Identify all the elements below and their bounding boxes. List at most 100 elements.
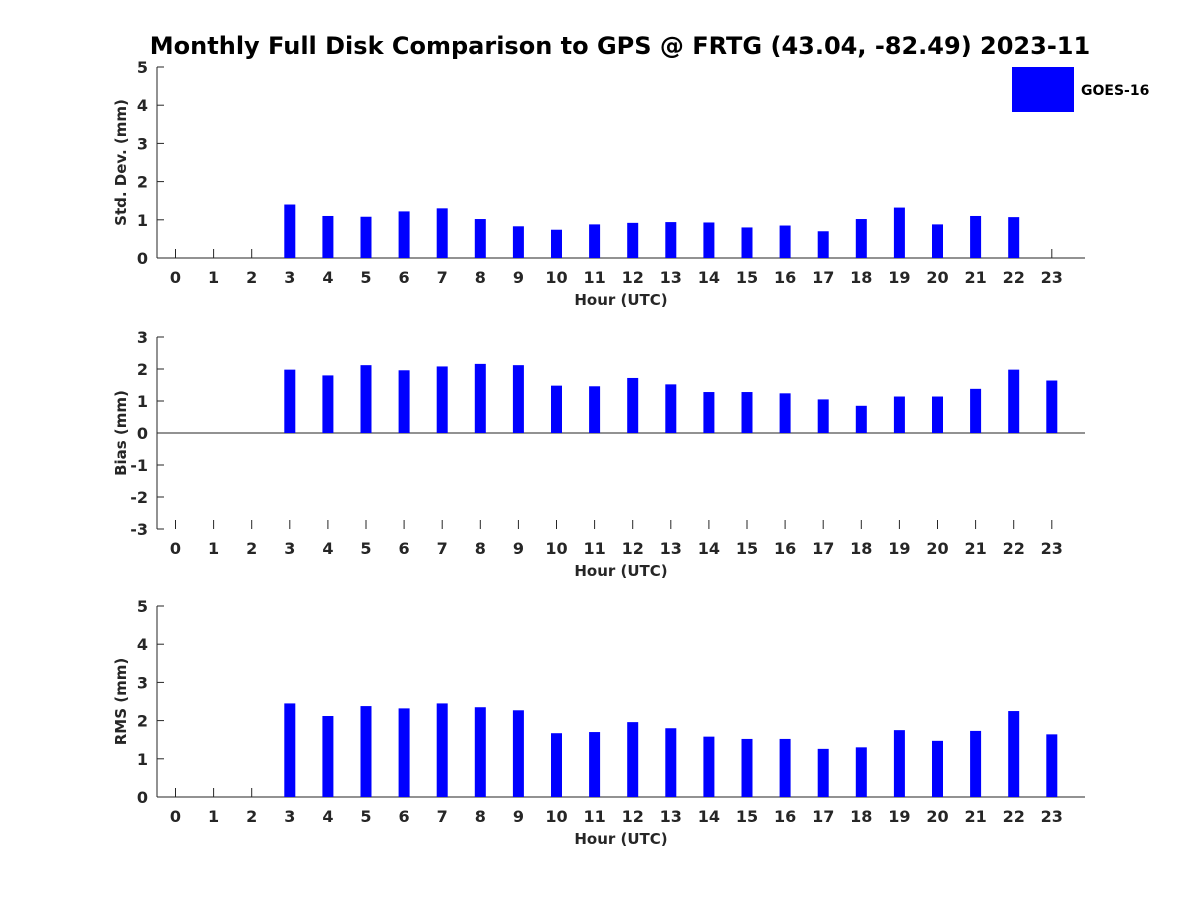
std-dev-x-tick-label: 23 [1041, 268, 1063, 287]
bias-bar-hour-13 [665, 384, 677, 433]
bias-y-tick-label: 0 [137, 424, 148, 443]
bias-bar-hour-10 [551, 385, 562, 433]
std-dev-y-tick-label: 3 [137, 134, 148, 153]
bias-y-tick-label: -1 [130, 456, 148, 475]
std-dev-y-tick-label: 4 [137, 96, 148, 115]
rms-bar-hour-6 [398, 708, 410, 797]
rms-x-tick-label: 8 [475, 807, 486, 826]
bias-bar-hour-15 [741, 392, 753, 433]
bias-y-tick-label: -2 [130, 488, 148, 507]
std-dev-x-tick-label: 1 [208, 268, 219, 287]
std-dev-bar-hour-3 [284, 204, 296, 258]
std-dev-bar-hour-20 [932, 224, 943, 258]
std-dev-x-tick-label: 4 [322, 268, 333, 287]
bias-bar-hour-8 [474, 363, 486, 433]
rms-x-tick-label: 18 [850, 807, 872, 826]
rms-x-tick-label: 7 [437, 807, 448, 826]
rms-bar-hour-16 [779, 738, 791, 797]
bias-bar-hour-23 [1046, 380, 1058, 433]
std-dev-bar-hour-15 [741, 227, 753, 258]
rms-x-tick-label: 3 [284, 807, 295, 826]
std-dev-x-tick-label: 11 [583, 268, 605, 287]
rms-y-label: RMS (mm) [112, 658, 130, 745]
rms-x-tick-label: 1 [208, 807, 219, 826]
rms-x-tick-label: 22 [1003, 807, 1025, 826]
std-dev-bar-hour-4 [322, 215, 334, 258]
rms-x-tick-label: 10 [545, 807, 567, 826]
bias-bar-hour-4 [322, 375, 334, 433]
bias-x-tick-label: 16 [774, 539, 796, 558]
bias-x-tick-label: 17 [812, 539, 834, 558]
bias-x-tick-label: 3 [284, 539, 295, 558]
bias-bar-hour-17 [817, 399, 829, 433]
std-dev-x-tick-label: 6 [399, 268, 410, 287]
std-dev-y-tick-label: 1 [137, 211, 148, 230]
rms-bar-hour-21 [970, 730, 982, 797]
bias-x-tick-label: 19 [888, 539, 910, 558]
rms-x-tick-label: 6 [399, 807, 410, 826]
std-dev-bar-hour-22 [1008, 217, 1020, 258]
rms-bar-hour-19 [893, 730, 905, 797]
std-dev-bar-hour-17 [817, 231, 829, 258]
std-dev-bar-hour-13 [665, 222, 677, 258]
std-dev-bar-hour-16 [779, 225, 791, 258]
rms-bar-hour-18 [855, 747, 867, 797]
rms-x-tick-label: 16 [774, 807, 796, 826]
bias-bar-hour-9 [512, 365, 524, 433]
std-dev-x-tick-label: 7 [437, 268, 448, 287]
std-dev-bar-hour-21 [970, 215, 982, 258]
std-dev-y-tick-label: 5 [137, 58, 148, 77]
rms-bar-hour-7 [436, 703, 448, 797]
bias-x-tick-label: 12 [622, 539, 644, 558]
bias-x-tick-label: 11 [583, 539, 605, 558]
std-dev-x-tick-label: 13 [660, 268, 682, 287]
rms-bar-hour-23 [1046, 734, 1058, 797]
rms-x-tick-label: 11 [583, 807, 605, 826]
std-dev-x-label: Hour (UTC) [574, 291, 667, 309]
bias-y-label: Bias (mm) [112, 390, 130, 476]
std-dev-y-tick-label: 2 [137, 173, 148, 192]
std-dev-x-tick-label: 8 [475, 268, 486, 287]
bias-bar-hour-11 [589, 386, 601, 433]
rms-bar-hour-14 [703, 736, 715, 797]
bias-x-tick-label: 9 [513, 539, 524, 558]
rms-x-tick-label: 12 [622, 807, 644, 826]
rms-x-tick-label: 13 [660, 807, 682, 826]
std-dev-bar-hour-8 [474, 219, 486, 258]
std-dev-x-tick-label: 9 [513, 268, 524, 287]
bias-bar-hour-14 [703, 392, 715, 433]
bias-bar-hour-3 [284, 369, 296, 433]
bias-y-tick-label: 1 [137, 392, 148, 411]
rms-bar-hour-15 [741, 738, 753, 797]
std-dev-y-label: Std. Dev. (mm) [112, 99, 130, 226]
rms-x-tick-label: 21 [964, 807, 986, 826]
std-dev-x-tick-label: 3 [284, 268, 295, 287]
rms-bar-hour-5 [360, 706, 372, 797]
rms-x-tick-label: 23 [1041, 807, 1063, 826]
rms-bar-hour-10 [551, 733, 562, 797]
bias-bar-hour-7 [436, 366, 448, 433]
bias-y-tick-label: 3 [137, 328, 148, 347]
bias-x-tick-label: 7 [437, 539, 448, 558]
std-dev-x-tick-label: 10 [545, 268, 567, 287]
std-dev-x-tick-label: 18 [850, 268, 872, 287]
bias-x-tick-label: 21 [964, 539, 986, 558]
bias-x-tick-label: 13 [660, 539, 682, 558]
legend: GOES-16 [1012, 67, 1149, 112]
bias-y-tick-label: -3 [130, 520, 148, 539]
rms-bar-hour-9 [512, 710, 524, 797]
std-dev-x-tick-label: 15 [736, 268, 758, 287]
bias-y-tick-label: 2 [137, 360, 148, 379]
rms-y-tick-label: 0 [137, 788, 148, 807]
std-dev-bar-hour-9 [512, 226, 524, 258]
std-dev-bar-hour-7 [436, 208, 448, 258]
std-dev-bar-hour-5 [360, 216, 372, 258]
rms-x-tick-label: 4 [322, 807, 333, 826]
bias-x-tick-label: 5 [360, 539, 371, 558]
bias-bar-hour-6 [398, 370, 410, 433]
std-dev-x-tick-label: 5 [360, 268, 371, 287]
bias-x-tick-label: 15 [736, 539, 758, 558]
std-dev-x-tick-label: 19 [888, 268, 910, 287]
